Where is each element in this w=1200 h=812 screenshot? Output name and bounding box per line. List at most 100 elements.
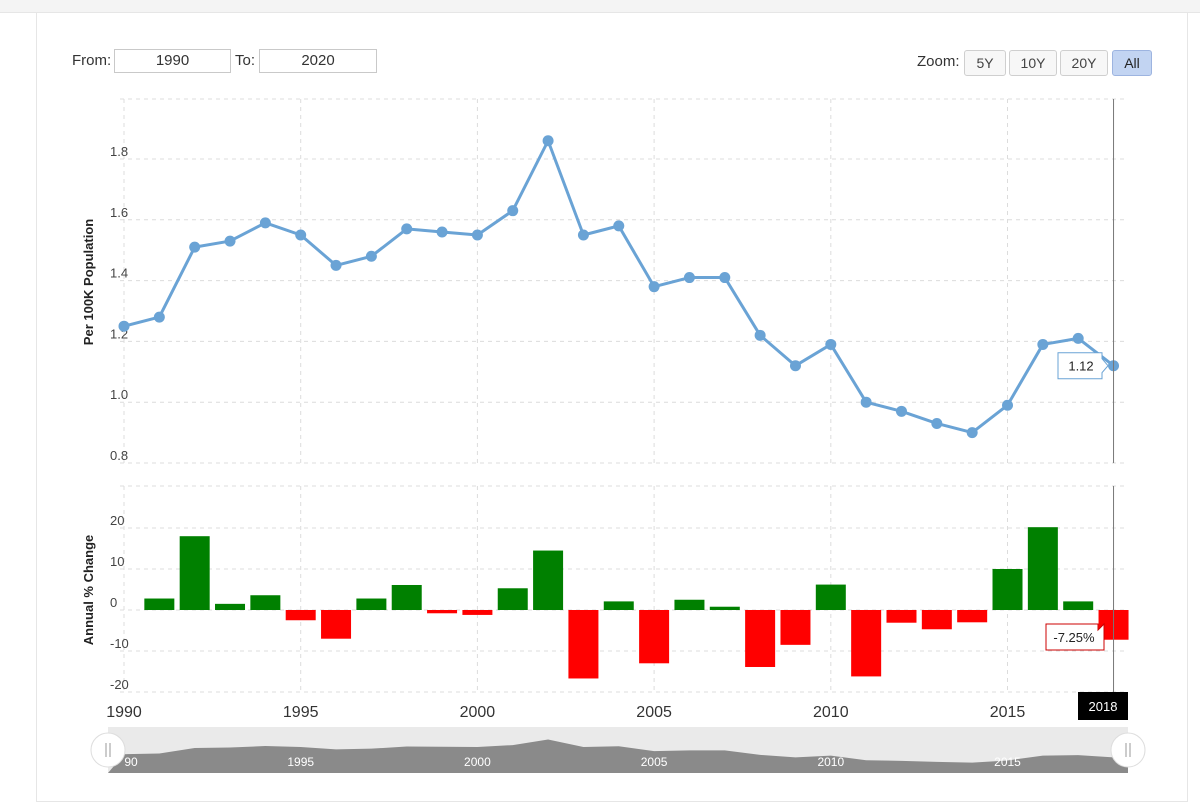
zoom-20y-button[interactable]: 20Y	[1060, 50, 1108, 76]
from-label: From:	[72, 52, 112, 69]
bar-1999	[427, 610, 458, 614]
navigator-handle-right[interactable]	[1110, 732, 1146, 768]
bar-2008	[745, 610, 776, 667]
data-point-2008	[754, 329, 766, 341]
data-point-2004	[613, 220, 625, 232]
tooltip-lower	[1045, 622, 1105, 651]
navigator-tick-label: 2000	[464, 755, 491, 769]
bar-1994	[250, 595, 281, 610]
x-tick-label: 2005	[636, 704, 672, 721]
bar-2000	[462, 610, 493, 615]
y-tick-label: 1.6	[110, 205, 128, 220]
zoom-label: Zoom:	[917, 53, 960, 70]
y-tick-label: 10	[110, 554, 124, 569]
x-tick-label: 2015	[990, 704, 1026, 721]
data-point-1992	[189, 241, 201, 253]
data-point-2007	[719, 272, 731, 284]
bar-2002	[533, 550, 564, 610]
data-point-2011	[860, 396, 872, 408]
navigator-series	[108, 739, 1128, 773]
x-tick-label: 1995	[283, 704, 319, 721]
data-point-2014	[966, 427, 978, 439]
data-point-2010	[825, 338, 837, 350]
bar-1993	[215, 603, 246, 610]
y-tick-label: -20	[110, 677, 129, 692]
navigator-tick-label: 90	[124, 755, 138, 769]
data-point-2001	[507, 205, 519, 217]
data-point-2013	[931, 417, 943, 429]
data-point-2009	[789, 360, 801, 372]
bar-2017	[1063, 601, 1094, 610]
data-point-1999	[436, 226, 448, 238]
bar-2005	[639, 610, 670, 664]
data-point-2006	[683, 272, 695, 284]
data-point-1997	[365, 250, 377, 262]
bar-2007	[709, 606, 740, 610]
y-tick-label: 0.8	[110, 448, 128, 463]
data-point-1998	[401, 223, 413, 235]
handle-circle	[90, 732, 126, 768]
navigator-tick-label: 2010	[817, 755, 844, 769]
x-tick-label: 2010	[813, 704, 849, 721]
navigator-tick-label: 2005	[641, 755, 668, 769]
data-point-1991	[153, 311, 165, 323]
bar-2012	[886, 610, 917, 623]
bar-1996	[321, 610, 352, 639]
bar-1997	[356, 598, 387, 610]
tooltip-upper	[1057, 352, 1109, 380]
bar-1992	[179, 536, 210, 610]
crosshair-x-label: 2018	[1089, 699, 1118, 714]
data-point-1996	[330, 259, 342, 271]
navigator-tick-label: 1995	[287, 755, 314, 769]
tooltip-upper-value: 1.12	[1068, 359, 1093, 374]
data-point-2003	[577, 229, 589, 241]
from-date-input[interactable]	[114, 49, 231, 73]
bar-1995	[285, 610, 316, 621]
data-point-2000	[471, 229, 483, 241]
navigator-tick-label: 2015	[994, 755, 1021, 769]
y-tick-label: 0	[110, 595, 117, 610]
y-tick-label: 1.0	[110, 387, 128, 402]
bar-2001	[497, 588, 528, 610]
data-point-2002	[542, 135, 554, 147]
data-point-1993	[224, 235, 236, 247]
data-point-2016	[1037, 338, 1049, 350]
bar-2015	[992, 569, 1023, 610]
bar-2013	[921, 610, 952, 630]
y-axis-label-upper: Per 100K Population	[81, 219, 96, 345]
x-tick-label: 1990	[106, 704, 142, 721]
bar-1998	[391, 584, 422, 610]
bar-2014	[957, 610, 988, 623]
tooltip-lower-value: -7.25%	[1053, 630, 1095, 645]
bar-1991	[144, 598, 175, 610]
data-point-2015	[1002, 399, 1014, 411]
handle-circle	[1110, 732, 1146, 768]
x-tick-label: 2000	[460, 704, 496, 721]
bar-2006	[674, 599, 705, 610]
to-date-input[interactable]	[259, 49, 377, 73]
zoom-10y-button[interactable]: 10Y	[1009, 50, 1057, 76]
series-line	[123, 139, 1115, 435]
data-point-1990	[118, 320, 130, 332]
crosshair-x-label-box	[1078, 692, 1128, 720]
bar-2011	[851, 610, 882, 677]
y-axis-label-lower: Annual % Change	[81, 535, 96, 646]
bar-2010	[815, 584, 846, 610]
data-point-1994	[259, 217, 271, 229]
data-point-1995	[295, 229, 307, 241]
bar-2004	[603, 601, 634, 610]
bar-2016	[1027, 527, 1058, 610]
chart-container	[36, 12, 1188, 802]
y-tick-label: 1.4	[110, 266, 128, 281]
data-point-2005	[648, 281, 660, 293]
y-tick-label: 1.8	[110, 144, 128, 159]
bar-2009	[780, 610, 811, 645]
to-label: To:	[235, 52, 256, 69]
zoom-5y-button[interactable]: 5Y	[964, 50, 1006, 76]
y-tick-label: 20	[110, 513, 124, 528]
data-point-2012	[895, 405, 907, 417]
zoom-all-button[interactable]: All	[1112, 50, 1152, 76]
navigator-handle-left[interactable]	[90, 732, 126, 768]
data-point-2017	[1072, 332, 1084, 344]
